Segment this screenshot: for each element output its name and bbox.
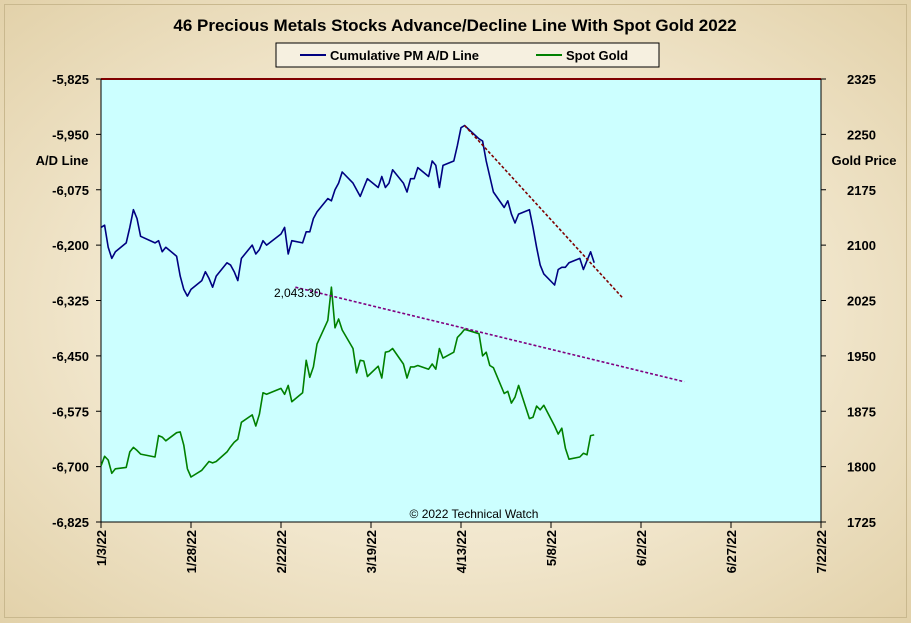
- y-right-tick-label: 1950: [847, 349, 876, 364]
- trendline-ad: [464, 124, 624, 299]
- x-tick-label: 7/22/22: [814, 530, 829, 573]
- y-left-tick-label: -6,700: [52, 460, 89, 475]
- series-layer: [101, 124, 595, 478]
- y-left-axis-title: A/D Line: [36, 153, 89, 168]
- y-right-tick-label: 2100: [847, 238, 876, 253]
- peak-gold-annotation: 2,043.30: [274, 286, 321, 300]
- legend: Cumulative PM A/D Line Spot Gold: [275, 42, 660, 68]
- y-right-tick-label: 2175: [847, 183, 876, 198]
- y-left-tick-label: -6,825: [52, 515, 89, 530]
- x-tick-label: 6/27/22: [724, 530, 739, 573]
- chart-title: 46 Precious Metals Stocks Advance/Declin…: [173, 16, 736, 35]
- copyright-text: © 2022 Technical Watch: [410, 507, 539, 521]
- legend-label-gold: Spot Gold: [566, 48, 628, 63]
- outer-border: [4, 4, 907, 618]
- x-tick-label: 3/19/22: [364, 530, 379, 573]
- x-tick-label: 1/3/22: [94, 530, 109, 566]
- series-line-gold: [101, 286, 595, 478]
- y-left-tick-label: -5,825: [52, 72, 89, 87]
- x-tick-label: 6/2/22: [634, 530, 649, 566]
- plot-area: [101, 79, 821, 522]
- y-left-tick-label: -6,200: [52, 238, 89, 253]
- y-left-tick-label: -6,575: [52, 404, 89, 419]
- x-tick-label: 1/28/22: [184, 530, 199, 573]
- y-left-tick-label: -6,450: [52, 349, 89, 364]
- x-tick-label: 4/13/22: [454, 530, 469, 573]
- y-right-tick-label: 1725: [847, 515, 876, 530]
- y-right-tick-label: 1875: [847, 404, 876, 419]
- y-right-axis-title: Gold Price: [831, 153, 896, 168]
- legend-label-ad-line: Cumulative PM A/D Line: [330, 48, 479, 63]
- x-tick-label: 2/22/22: [274, 530, 289, 573]
- y-right-tick-label: 2025: [847, 294, 876, 309]
- y-left-tick-label: -5,950: [52, 127, 89, 142]
- legend-box: [275, 42, 660, 68]
- y-right-tick-label: 2325: [847, 72, 876, 87]
- y-left-tick-label: -6,325: [52, 294, 89, 309]
- y-right-tick-label: 1800: [847, 460, 876, 475]
- series-line-ad: [101, 124, 595, 297]
- x-tick-label: 5/8/22: [544, 530, 559, 566]
- y-right-tick-label: 2250: [847, 127, 876, 142]
- trendline-gold: [295, 286, 685, 383]
- y-left-tick-label: -6,075: [52, 183, 89, 198]
- axis-ticks: -5,825 -5,950 -6,075 -6,200 -6,325 -6,450 -6,5…: [52, 72, 876, 573]
- trendlines: [295, 124, 685, 383]
